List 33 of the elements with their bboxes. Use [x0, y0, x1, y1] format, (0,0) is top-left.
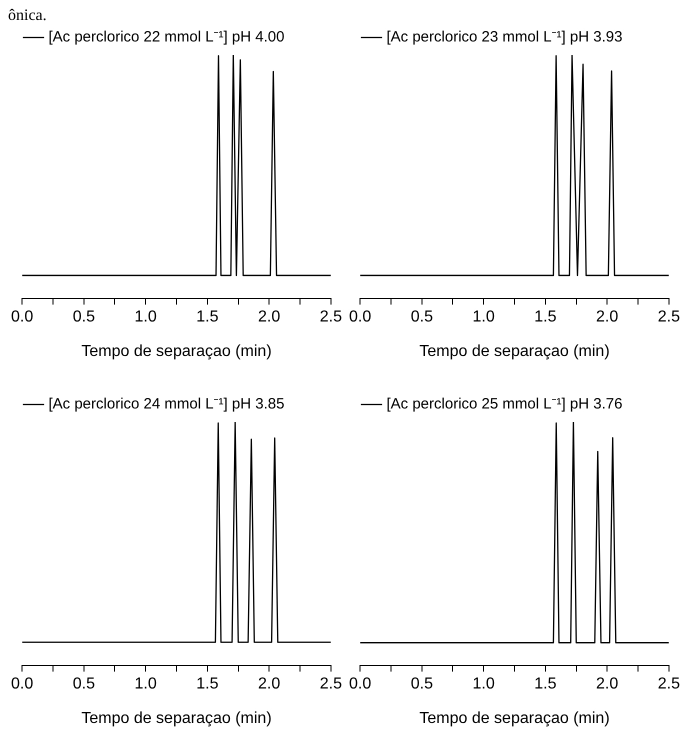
x-tick-label: 2.5 [320, 676, 342, 693]
x-tick-label: 2.0 [596, 308, 618, 326]
x-tick-label: 1.5 [534, 308, 557, 326]
x-tick-label: 0.0 [10, 308, 34, 326]
x-tick-label: 0.0 [348, 308, 372, 326]
legend-label: [Ac perclorico 24 mmol L⁻¹] pH 3.85 [48, 396, 284, 413]
x-tick-label: 2.5 [658, 308, 680, 326]
x-tick-label: 2.5 [320, 308, 342, 326]
x-tick-label: 0.0 [10, 676, 34, 693]
x-tick-label: 1.0 [134, 676, 157, 693]
text: ônica. [8, 7, 48, 24]
legend-label: [Ac perclorico 25 mmol L⁻¹] pH 3.76 [386, 396, 622, 413]
x-tick-label: 1.0 [134, 308, 157, 326]
x-axis-title: Tempo de separaçao (min) [81, 342, 272, 360]
x-tick-label: 1.5 [196, 308, 219, 326]
legend-label: [Ac perclorico 22 mmol L⁻¹] pH 4.00 [48, 28, 284, 46]
x-tick-label: 1.5 [196, 676, 219, 693]
x-tick-label: 0.5 [410, 308, 434, 326]
x-axis-title: Tempo de separaçao (min) [81, 710, 272, 727]
x-tick-label: 1.0 [472, 676, 495, 693]
x-tick-label: 0.5 [410, 676, 434, 693]
x-tick-label: 1.0 [472, 308, 495, 326]
x-tick-label: 2.0 [596, 676, 618, 693]
x-axis-title: Tempo de separaçao (min) [419, 342, 610, 360]
x-tick-label: 0.0 [348, 676, 372, 693]
x-axis-title: Tempo de separaçao (min) [419, 710, 610, 727]
x-tick-label: 2.0 [258, 308, 280, 326]
legend-label: [Ac perclorico 23 mmol L⁻¹] pH 3.93 [386, 28, 622, 46]
x-tick-label: 1.5 [534, 676, 557, 693]
x-tick-label: 0.5 [72, 308, 96, 326]
x-tick-label: 2.0 [258, 676, 280, 693]
x-tick-label: 2.5 [658, 676, 680, 693]
x-tick-label: 0.5 [72, 676, 96, 693]
